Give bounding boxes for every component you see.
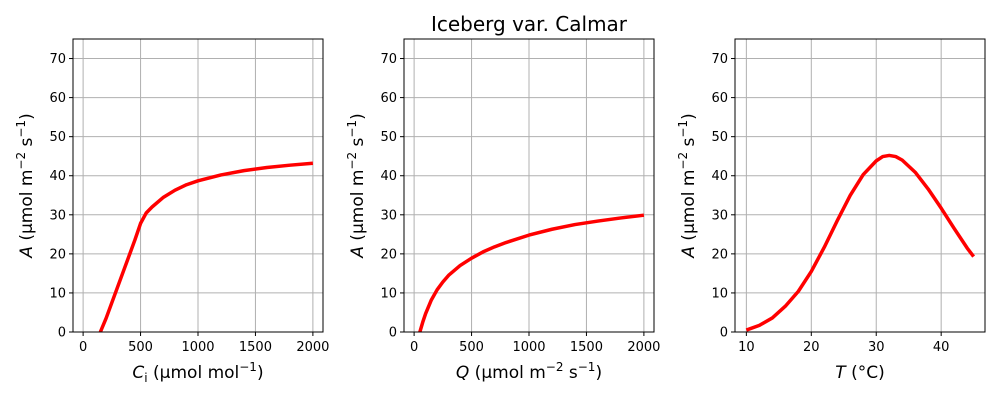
series-line xyxy=(745,153,976,332)
y-axis-label: A (μmol m−2 s−1) xyxy=(345,113,368,258)
x-tick-label: 500 xyxy=(459,340,484,355)
y-tick-label: 60 xyxy=(711,91,728,106)
y-tick-label: 40 xyxy=(711,169,728,184)
x-tick-label: 1500 xyxy=(239,340,272,355)
y-tick-label: 40 xyxy=(49,169,66,184)
x-tick-label: 10 xyxy=(738,340,755,355)
y-tick-label: 50 xyxy=(711,130,728,145)
y-tick-label: 10 xyxy=(380,286,397,301)
x-axis-label: Ci (μmol mol−1) xyxy=(132,360,263,385)
x-tick-label: 500 xyxy=(128,340,153,355)
x-axis-label: Q (μmol m−2 s−1) xyxy=(456,360,602,383)
x-tick-label: 0 xyxy=(79,340,87,355)
y-tick-label: 60 xyxy=(380,91,397,106)
x-tick-label: 0 xyxy=(410,340,418,355)
y-tick-label: 20 xyxy=(49,247,66,262)
y-tick-label: 20 xyxy=(711,247,728,262)
y-tick-label: 30 xyxy=(49,208,66,223)
y-tick-label: 60 xyxy=(49,91,66,106)
series-line xyxy=(418,213,645,332)
plot-frame xyxy=(734,38,986,333)
panel-2: 0 500 1000 1500 2000 0 10 20 30 40 50 60 70 Q (μmol m… xyxy=(345,38,660,383)
x-axis-label: T (°C) xyxy=(835,363,884,383)
y-tick-label: 70 xyxy=(711,52,728,67)
y-tick-label: 70 xyxy=(49,52,66,67)
panel-3: 10 20 30 40 0 10 20 30 40 50 60 70 T (°C) A (μmol m−2… xyxy=(676,38,986,383)
x-tick-label: 1500 xyxy=(570,340,603,355)
y-tick-label: 0 xyxy=(58,326,66,341)
y-tick-label: 70 xyxy=(380,52,397,67)
figure-title: Iceberg var. Calmar xyxy=(431,12,628,36)
x-tick-label: 40 xyxy=(933,340,950,355)
y-tick-label: 10 xyxy=(711,286,728,301)
x-tick-label: 2000 xyxy=(627,340,660,355)
x-tick-label: 30 xyxy=(868,340,885,355)
y-tick-label: 0 xyxy=(389,326,397,341)
y-tick-label: 40 xyxy=(380,169,397,184)
y-axis-label: A (μmol m−2 s−1) xyxy=(14,113,37,258)
panel-1: 0 500 1000 1500 2000 0 10 20 30 40 50 60 70 Ci (μmol … xyxy=(14,38,329,385)
y-tick-label: 50 xyxy=(380,130,397,145)
x-tick-label: 1000 xyxy=(181,340,214,355)
x-tick-label: 20 xyxy=(803,340,820,355)
x-tick-label: 1000 xyxy=(512,340,545,355)
y-tick-label: 20 xyxy=(380,247,397,262)
series-line xyxy=(98,161,314,332)
y-tick-label: 0 xyxy=(720,326,728,341)
y-tick-label: 30 xyxy=(380,208,397,223)
y-axis-label: A (μmol m−2 s−1) xyxy=(676,113,699,258)
y-tick-label: 30 xyxy=(711,208,728,223)
x-tick-label: 2000 xyxy=(296,340,329,355)
y-tick-label: 50 xyxy=(49,130,66,145)
y-tick-label: 10 xyxy=(49,286,66,301)
